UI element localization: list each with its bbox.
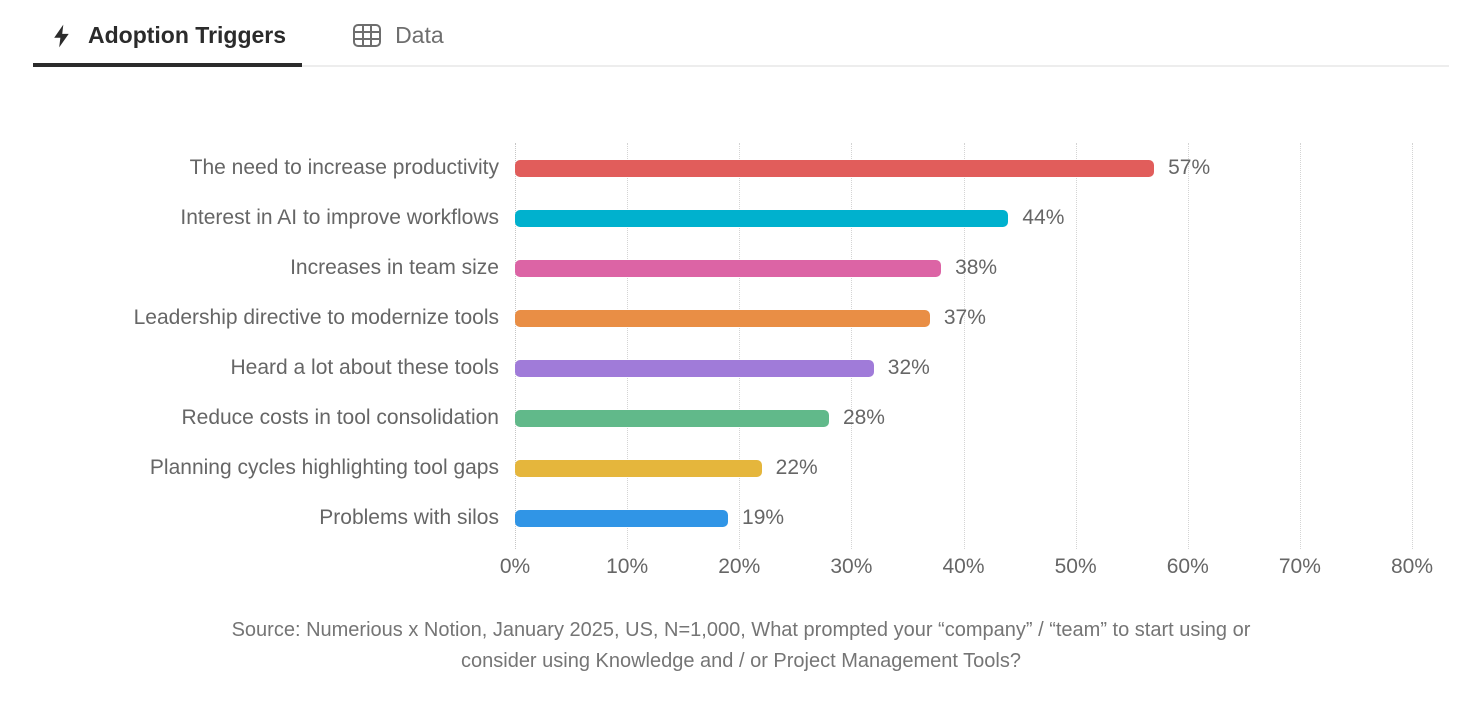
- bar-track: 32%: [515, 356, 1412, 380]
- category-label: The need to increase productivity: [189, 156, 499, 179]
- x-tick-label: 20%: [718, 555, 761, 578]
- gridline: [1075, 143, 1077, 549]
- x-tick-label: 50%: [1054, 555, 1097, 578]
- value-label: 38%: [955, 256, 998, 279]
- value-label: 28%: [842, 406, 885, 429]
- gridline: [1187, 143, 1189, 549]
- value-label: 44%: [1022, 206, 1065, 229]
- bar-track: 57%: [515, 156, 1412, 180]
- tab-data[interactable]: Data: [336, 16, 460, 65]
- bar-row: Reduce costs in tool consolidation 28%: [0, 393, 1482, 443]
- bar-row: Planning cycles highlighting tool gaps 22…: [0, 443, 1482, 493]
- bar: [515, 309, 930, 327]
- gridline: [515, 143, 516, 549]
- x-tick-label: 80%: [1390, 555, 1434, 578]
- bar-track: 28%: [515, 406, 1412, 430]
- category-label: Increases in team size: [290, 256, 499, 279]
- bar-row: Problems with silos 19%: [0, 493, 1482, 543]
- gridlines: [515, 143, 1413, 549]
- value-label: 57%: [1168, 156, 1211, 179]
- category-label: Planning cycles highlighting tool gaps: [149, 456, 499, 479]
- gridline: [1299, 143, 1301, 549]
- gridline: [1412, 143, 1413, 549]
- x-axis: 0% 10% 20% 30% 40% 50% 60% 70% 80%: [500, 555, 1433, 583]
- category-label: Heard a lot about these tools: [230, 356, 499, 379]
- bar-rows: The need to increase productivity 57% Inte…: [0, 143, 1482, 543]
- x-tick-label: 70%: [1278, 555, 1321, 578]
- bar-row: Interest in AI to improve workflows 44%: [0, 193, 1482, 243]
- tab-bar: Adoption Triggers Data: [33, 0, 1449, 67]
- bar: [515, 459, 762, 477]
- gridline: [963, 143, 965, 549]
- bar-row: Increases in team size 38%: [0, 243, 1482, 293]
- bar-row: Leadership directive to modernize tools 3…: [0, 293, 1482, 343]
- tab-label: Data: [395, 22, 444, 48]
- bar: [515, 209, 1009, 227]
- active-tab-indicator: [33, 63, 303, 67]
- gridline: [627, 143, 629, 549]
- x-tick-label: 30%: [830, 555, 873, 578]
- tab-adoption-triggers[interactable]: Adoption Triggers: [33, 16, 303, 67]
- category-label: Leadership directive to modernize tools: [133, 306, 499, 329]
- x-tick-label: 40%: [942, 555, 985, 578]
- bar-track: 22%: [515, 456, 1412, 480]
- category-label: Problems with silos: [319, 506, 499, 529]
- bar: [515, 509, 729, 527]
- gridline: [739, 143, 741, 549]
- value-label: 37%: [943, 306, 986, 329]
- source-caption-line: consider using Knowledge and / or Projec…: [461, 650, 1021, 672]
- bar-row: The need to increase productivity 57%: [0, 143, 1482, 193]
- value-label: 22%: [775, 456, 818, 479]
- bar: [515, 159, 1155, 177]
- bar-row: Heard a lot about these tools 32%: [0, 343, 1482, 393]
- value-label: 19%: [742, 506, 785, 529]
- x-tick-label: 60%: [1166, 555, 1209, 578]
- x-tick-label: 10%: [606, 555, 649, 578]
- source-caption: Source: Numerious x Notion, January 2025…: [0, 615, 1482, 677]
- bar-chart: The need to increase productivity 57% Inte…: [0, 143, 1482, 583]
- bar-track: 38%: [515, 256, 1412, 280]
- bar: [515, 409, 829, 427]
- tab-label: Adoption Triggers: [88, 22, 287, 48]
- value-label: 32%: [887, 356, 930, 379]
- category-label: Reduce costs in tool consolidation: [181, 406, 499, 429]
- bar-track: 44%: [515, 206, 1412, 230]
- bar: [515, 259, 942, 277]
- bar-track: 37%: [515, 306, 1412, 330]
- lightning-bolt-icon: [49, 23, 75, 49]
- x-tick-label: 0%: [499, 555, 531, 578]
- gridline: [851, 143, 853, 549]
- category-label: Interest in AI to improve workflows: [180, 206, 499, 229]
- data-table-icon: [352, 22, 382, 49]
- bar: [515, 359, 874, 377]
- source-caption-line: Source: Numerious x Notion, January 2025…: [231, 619, 1251, 641]
- bar-track: 19%: [515, 506, 1412, 530]
